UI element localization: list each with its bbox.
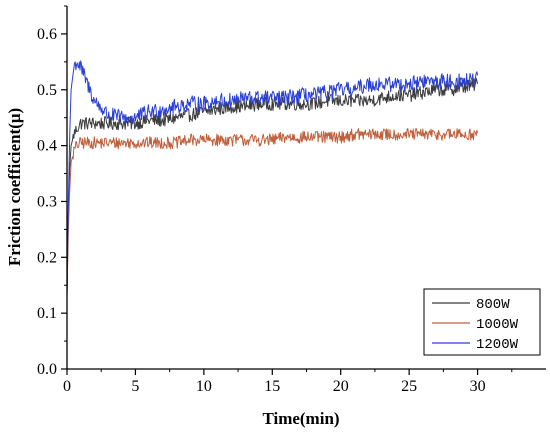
legend: 800W 1000W 1200W <box>423 288 541 356</box>
y-tick-label: 0.2 <box>37 249 57 266</box>
y-tick-label: 0.4 <box>37 138 57 155</box>
axes: 0 5 10 15 20 25 30 0.0 0.1 0.2 0.3 0.4 0.5 0.6 <box>37 5 546 395</box>
y-tick-label: 0.6 <box>37 26 57 43</box>
legend-label-800w: 800W <box>476 297 510 313</box>
x-axis-label: Time(min) <box>262 409 339 428</box>
y-tick-label: 0.5 <box>37 82 57 99</box>
series-line-1200w <box>66 60 479 297</box>
legend-label-1200w: 1200W <box>476 337 519 353</box>
series-line-1000w <box>66 127 479 297</box>
x-tick-label: 25 <box>401 378 417 395</box>
y-tick-label: 0.0 <box>37 361 57 378</box>
x-tick-label: 15 <box>264 378 280 395</box>
y-axis-label: Friction coefficient(μ) <box>5 108 24 266</box>
legend-label-1000w: 1000W <box>476 317 519 333</box>
legend-box <box>423 288 541 356</box>
series-line-800w <box>66 77 479 297</box>
y-tick-label: 0.3 <box>37 193 57 210</box>
x-tick-label: 20 <box>333 378 349 395</box>
x-tick-label: 5 <box>131 378 139 395</box>
x-tick-label: 10 <box>196 378 212 395</box>
x-tick-label: 30 <box>470 378 486 395</box>
plot-area <box>66 60 479 297</box>
x-tick-label: 0 <box>63 378 71 395</box>
y-tick-label: 0.1 <box>37 305 57 322</box>
